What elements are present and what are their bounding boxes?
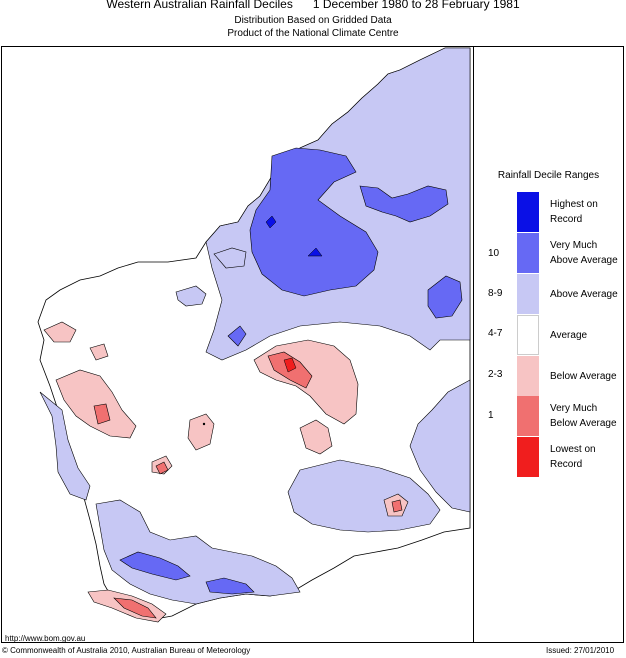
east-above-average	[409, 379, 471, 513]
east-edge-wet-patch	[427, 275, 463, 319]
legend-swatch-highest	[517, 192, 539, 232]
legend-swatch-above	[517, 274, 539, 314]
legend-label-lowest: Lowest on Record	[550, 444, 596, 470]
south-wet-band-1	[119, 551, 191, 581]
legend-range-4-7: 4-7	[488, 328, 503, 339]
south-wet-band-2	[205, 577, 255, 595]
footer-issued-date: Issued: 27/01/2010	[546, 646, 615, 655]
legend-swatch-below	[517, 356, 539, 396]
legend-divider	[473, 46, 474, 643]
south-coast-very-dry	[113, 597, 157, 619]
map-title: Western Australian Rainfall Deciles 1 De…	[106, 0, 520, 11]
eastern-dry-patch	[299, 419, 333, 455]
map-subtitle: Distribution Based on Gridded Data	[234, 15, 392, 26]
inland-dry-patch	[187, 413, 215, 451]
map-frame	[1, 46, 624, 643]
lowest-on-record-spot	[283, 357, 297, 373]
northwest-patch	[213, 247, 247, 269]
western-very-dry	[93, 403, 111, 425]
kimberley-wet-zone	[249, 147, 379, 297]
legend-label-very-much-above: Very Much Above Average	[550, 240, 618, 266]
legend-label-above: Above Average	[550, 289, 618, 300]
legend-label-average: Average	[550, 330, 588, 341]
legend-range-8-9: 8-9	[488, 288, 503, 299]
legend-range-2-3: 2-3	[488, 369, 503, 380]
legend-swatch-lowest	[517, 437, 539, 477]
northeast-wet-patch	[359, 185, 449, 223]
small-dry-patch-1	[89, 343, 109, 361]
legend-label-very-much-below: Very Much Below Average	[550, 403, 617, 429]
legend-range-1: 1	[488, 410, 494, 421]
legend-range-10: 10	[488, 248, 500, 259]
pilbara-patch	[175, 285, 207, 307]
small-wet-patch	[227, 325, 247, 347]
western-strip	[39, 391, 91, 501]
gascoyne-dry-zone	[55, 369, 137, 439]
location-marker	[202, 422, 206, 426]
legend-swatch-very-much-above	[517, 233, 539, 273]
rainfall-decile-map	[37, 47, 471, 623]
legend-label-below: Below Average	[550, 371, 617, 382]
map-product-line: Product of the National Climate Centre	[227, 28, 399, 39]
legend-swatch-very-much-below	[517, 396, 539, 436]
legend-title: Rainfall Decile Ranges	[497, 170, 600, 181]
footer-url[interactable]: http://www.bom.gov.au	[5, 634, 86, 643]
south-above-average	[95, 499, 301, 605]
goldfields-very-dry	[391, 499, 403, 513]
legend-swatch-average	[517, 315, 539, 355]
highest-on-record-spot	[307, 247, 323, 257]
footer-copyright: © Commonwealth of Australia 2010, Austra…	[2, 646, 251, 655]
coastal-dry-patch	[43, 321, 77, 343]
very-much-above-average-regions	[119, 147, 463, 595]
legend-label-highest: Highest on Record	[550, 199, 598, 225]
midwest-very-dry	[155, 461, 169, 475]
highest-on-record-point	[265, 215, 277, 229]
